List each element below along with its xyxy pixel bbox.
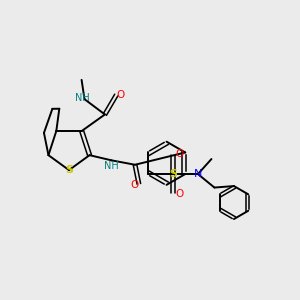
Text: N: N: [194, 169, 202, 179]
Text: NH: NH: [75, 93, 89, 103]
Text: O: O: [117, 90, 125, 100]
Text: NH: NH: [104, 161, 119, 171]
Text: S: S: [65, 165, 73, 175]
Text: O: O: [175, 189, 184, 199]
Text: S: S: [169, 169, 177, 179]
Text: O: O: [130, 180, 139, 190]
Text: O: O: [175, 149, 184, 159]
